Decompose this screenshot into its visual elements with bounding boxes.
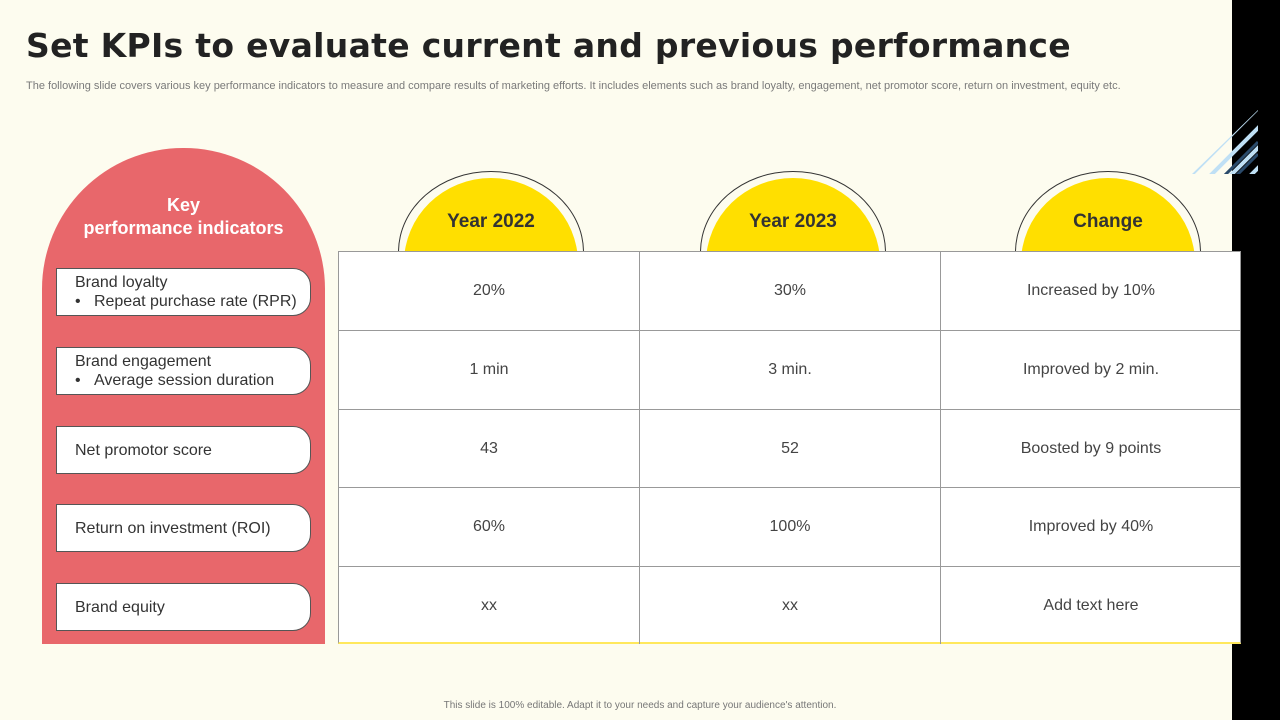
table-cell: xx <box>782 596 798 614</box>
decorative-stripes-icon <box>1192 110 1258 174</box>
table-cell: Improved by 40% <box>1028 518 1154 535</box>
table-cell: 1 min <box>469 361 509 378</box>
column-divider <box>940 252 941 644</box>
row-divider <box>339 566 1241 567</box>
column-header-year-2023: Year 2023 <box>700 171 886 251</box>
table-cell: Boosted by 9 points <box>1020 439 1162 457</box>
kpi-label: Return on investment (ROI) <box>75 519 271 537</box>
kpi-bullet: • Repeat purchase rate (RPR) <box>75 293 297 310</box>
kpi-card-roi: Return on investment (ROI) <box>56 504 311 552</box>
table-cell: Add text here <box>1043 596 1139 614</box>
kpi-bullet-text: Average session duration <box>93 372 275 389</box>
table-cell: 3 min. <box>768 361 812 378</box>
kpi-card-brand-equity: Brand equity <box>56 583 311 631</box>
kpi-panel: Key performance indicators Brand loyalty… <box>42 148 325 644</box>
table-cell: xx <box>481 596 497 614</box>
kpi-table: 20% 30% Increased by 10% 1 min 3 min. Im… <box>338 251 1241 644</box>
column-header-label: Year 2022 <box>447 211 535 232</box>
column-header-label: Change <box>1073 211 1143 232</box>
kpi-label: Brand engagement <box>75 353 212 370</box>
table-cell: 20% <box>472 282 506 299</box>
page-title: Set KPIs to evaluate current and previou… <box>26 26 1071 65</box>
table-cell: Improved by 2 min. <box>1022 361 1160 378</box>
column-divider <box>639 252 640 644</box>
kpi-heading-line1: Key <box>166 195 201 215</box>
page-subtitle: The following slide covers various key p… <box>26 80 1121 92</box>
kpi-card-brand-engagement: Brand engagement • Average session durat… <box>56 347 311 395</box>
kpi-heading: Key performance indicators <box>42 194 325 240</box>
kpi-card-brand-loyalty: Brand loyalty • Repeat purchase rate (RP… <box>56 268 311 316</box>
table-cell: 60% <box>472 518 506 535</box>
row-divider <box>339 330 1241 331</box>
column-header-year-2022: Year 2022 <box>398 171 584 251</box>
column-header-label: Year 2023 <box>749 211 837 232</box>
kpi-label: Brand loyalty <box>75 274 168 291</box>
kpi-heading-line2: performance indicators <box>83 218 284 238</box>
footer-note: This slide is 100% editable. Adapt it to… <box>443 700 837 711</box>
table-cell: 43 <box>480 439 498 457</box>
table-cell: 30% <box>773 282 807 299</box>
table-cell: 100% <box>769 518 811 535</box>
table-cell: 52 <box>781 439 799 457</box>
table-cell: Increased by 10% <box>1026 282 1156 299</box>
kpi-bullet: • Average session duration <box>75 372 275 389</box>
row-divider <box>339 487 1241 488</box>
kpi-bullet-text: Repeat purchase rate (RPR) <box>93 293 297 310</box>
kpi-label: Brand equity <box>75 598 165 616</box>
kpi-card-net-promotor-score: Net promotor score <box>56 426 311 474</box>
column-header-change: Change <box>1015 171 1201 251</box>
kpi-label: Net promotor score <box>75 441 212 459</box>
row-divider <box>339 409 1241 410</box>
